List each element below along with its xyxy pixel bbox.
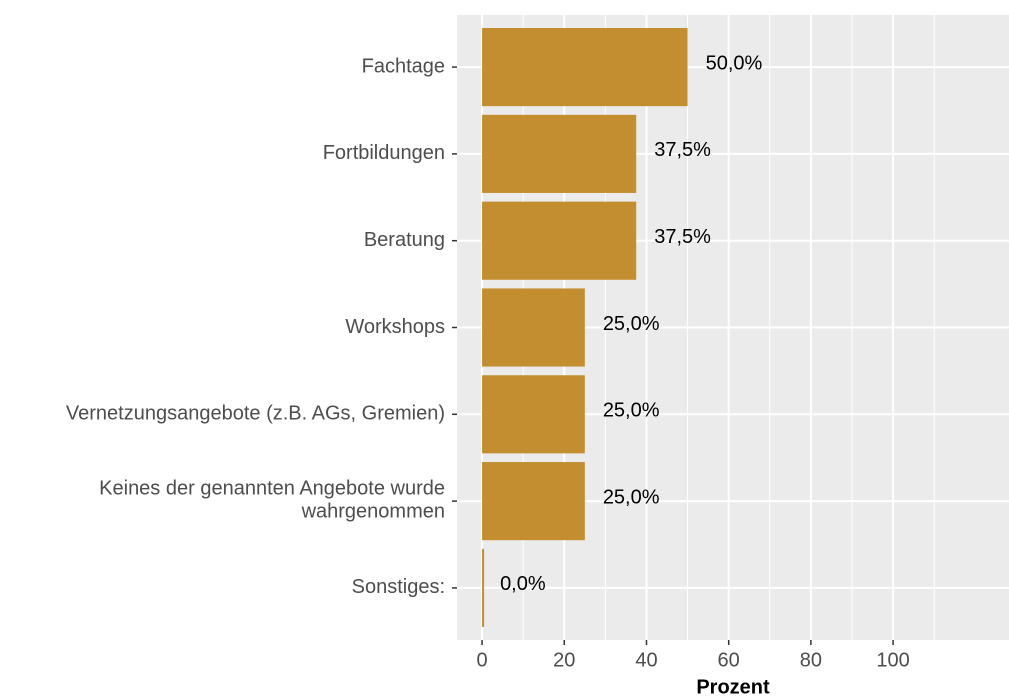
x-tick-label: 0 (477, 649, 488, 671)
x-tick-label: 100 (876, 649, 909, 671)
y-tick-label: Fachtage (362, 55, 445, 77)
data-label: 0,0% (500, 573, 546, 595)
data-label: 25,0% (603, 313, 660, 335)
y-tick-label-line: wahrgenommen (301, 501, 445, 523)
bar (482, 548, 485, 627)
bar (482, 375, 585, 454)
bar (482, 114, 637, 193)
y-tick-label: Workshops (345, 316, 445, 338)
bar (482, 288, 585, 367)
x-axis-title: Prozent (696, 676, 770, 698)
data-label: 37,5% (654, 139, 711, 161)
bar (482, 201, 637, 280)
y-tick-label: Vernetzungsangebote (z.B. AGs, Gremien) (66, 403, 445, 425)
y-tick-label-line: Keines der genannten Angebote wurde (99, 478, 445, 500)
bar (482, 462, 585, 541)
y-tick-label: Fortbildungen (323, 142, 445, 164)
y-tick-label: Sonstiges: (352, 576, 445, 598)
data-label: 50,0% (706, 52, 763, 74)
x-tick-label: 60 (718, 649, 740, 671)
x-tick-label: 20 (553, 649, 575, 671)
y-tick-label: Keines der genannten Angebote wurde wahrg… (99, 478, 445, 523)
data-label: 25,0% (603, 400, 660, 422)
data-label: 37,5% (654, 226, 711, 248)
bar (482, 28, 688, 107)
y-tick-label: Beratung (364, 229, 445, 251)
x-tick-label: 80 (800, 649, 822, 671)
x-tick-label: 40 (635, 649, 657, 671)
data-label: 25,0% (603, 486, 660, 508)
